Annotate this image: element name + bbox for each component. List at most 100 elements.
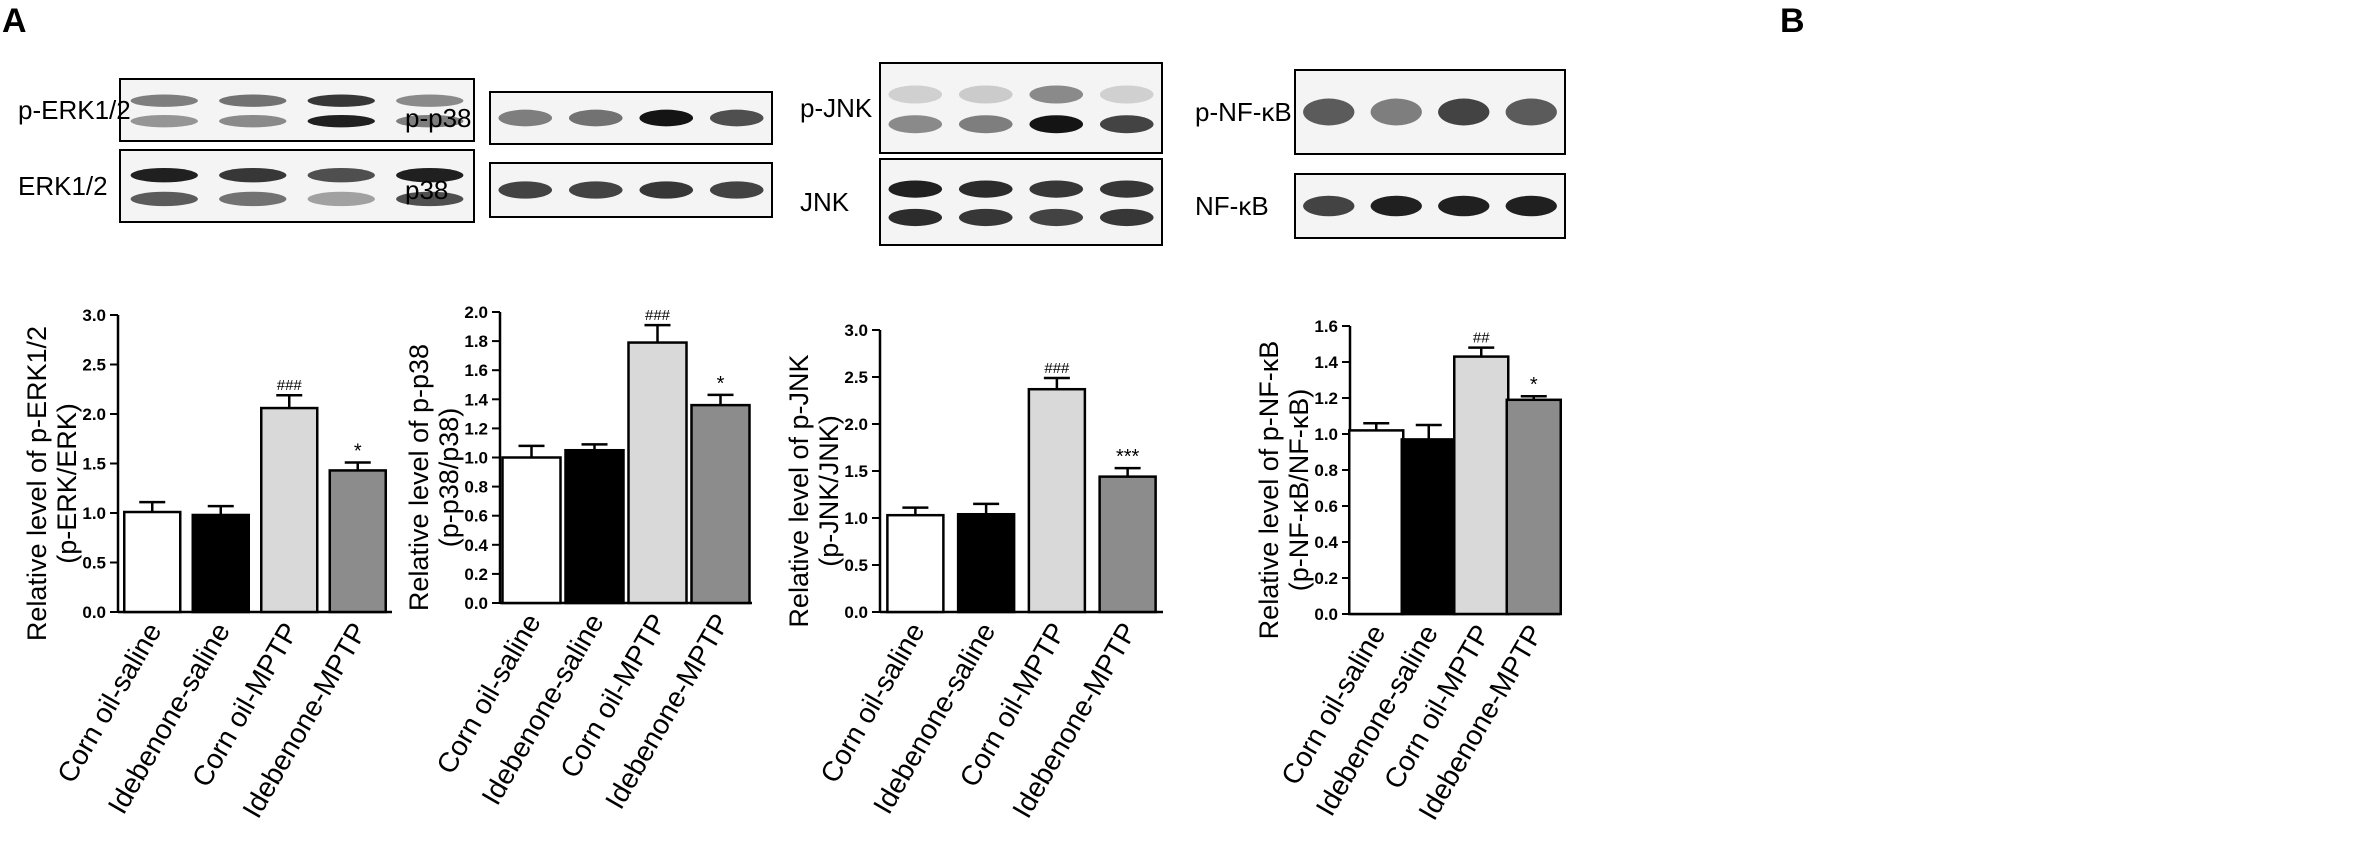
- y-tick-label: 2.5: [82, 356, 106, 375]
- blot-band: [307, 191, 375, 207]
- blot-band: [958, 180, 1013, 198]
- bar-3: [1027, 387, 1087, 614]
- blot-band: [130, 94, 198, 107]
- blot-band: [1370, 98, 1422, 126]
- blot-band: [396, 94, 464, 107]
- blot-label: p-JNK: [800, 93, 873, 123]
- bar-1: [1348, 429, 1405, 616]
- y-tick-label: 2.0: [844, 415, 868, 434]
- y-tick-label: 1.4: [1314, 353, 1338, 372]
- blot-band: [219, 94, 287, 107]
- y-tick-label: 0.6: [464, 507, 488, 526]
- y-tick-label: 0.8: [464, 478, 488, 497]
- blot-band: [888, 85, 943, 104]
- significance-mark: *: [717, 373, 725, 395]
- blot-band: [1438, 98, 1490, 126]
- significance-mark: ***: [1116, 446, 1140, 468]
- bar-1: [501, 456, 562, 605]
- y-tick-label: 1.2: [1314, 389, 1338, 408]
- y-axis-title: Relative level of p-NF-κB: [1254, 341, 1284, 640]
- blot-band: [888, 115, 943, 134]
- blot-band: [1505, 195, 1557, 217]
- y-tick-label: 1.5: [844, 462, 868, 481]
- y-tick-label: 3.0: [82, 306, 106, 325]
- y-tick-label: 0.0: [464, 594, 488, 613]
- blot-band: [396, 114, 464, 128]
- y-tick-label: 1.0: [844, 509, 868, 528]
- bar-1: [123, 510, 182, 614]
- blot-band: [568, 181, 623, 199]
- blot-label: p38: [405, 175, 448, 205]
- y-tick-label: 1.4: [464, 390, 488, 409]
- blot-band: [219, 114, 287, 128]
- bar-1: [886, 513, 945, 614]
- blot-band: [307, 114, 375, 128]
- blot-band: [888, 180, 943, 198]
- significance-mark: ###: [1044, 360, 1070, 377]
- blot-band: [1438, 195, 1490, 217]
- y-tick-label: 1.8: [464, 332, 488, 351]
- blot-label: p-p38: [405, 103, 472, 133]
- significance-mark: ###: [645, 307, 671, 324]
- bar-2: [564, 448, 625, 605]
- blot-band: [1099, 115, 1154, 134]
- y-axis-subtitle: (p-ERK/ERK): [52, 403, 82, 564]
- blot-label: NF-κB: [1195, 191, 1269, 221]
- blot-label: ERK1/2: [18, 171, 108, 201]
- blot-band: [1029, 85, 1084, 104]
- blot-band: [1370, 195, 1422, 217]
- blot-band: [396, 168, 464, 183]
- blot-band: [709, 109, 764, 127]
- blot-band: [307, 168, 375, 183]
- significance-mark: ##: [1473, 330, 1490, 347]
- blot-band: [958, 85, 1013, 104]
- y-tick-label: 0.2: [1314, 569, 1338, 588]
- y-tick-label: 2.0: [464, 303, 488, 322]
- y-tick-label: 0.5: [82, 554, 106, 573]
- bar-3: [627, 341, 688, 605]
- y-axis-title: Relative level of p-JNK: [784, 354, 814, 627]
- blot-band: [1099, 180, 1154, 198]
- blot-box: [879, 158, 1163, 246]
- charts-group: p-ERK1/2ERK1/20.00.51.01.52.02.53.0Corn …: [18, 62, 1566, 825]
- y-axis-subtitle: (p-NF-κB/NF-κB): [1284, 389, 1314, 591]
- y-tick-label: 0.0: [844, 603, 868, 622]
- y-tick-label: 0.4: [464, 536, 488, 555]
- blot-band: [130, 168, 198, 183]
- y-axis-subtitle: (p-p38/p38): [434, 408, 464, 548]
- blot-band: [1029, 115, 1084, 134]
- significance-mark: *: [1530, 374, 1538, 396]
- bar-4: [1098, 475, 1157, 614]
- y-tick-label: 0.8: [1314, 461, 1338, 480]
- blot-box: [119, 149, 475, 223]
- bar-4: [1505, 398, 1562, 616]
- blot-band: [307, 94, 375, 107]
- blot-band: [219, 191, 287, 207]
- blot-band: [219, 168, 287, 183]
- y-tick-label: 0.6: [1314, 497, 1338, 516]
- y-tick-label: 2.0: [82, 405, 106, 424]
- blot-band: [1303, 195, 1355, 217]
- bar-3: [260, 406, 319, 614]
- blot-band: [396, 191, 464, 207]
- blot-label: p-ERK1/2: [18, 95, 131, 125]
- blot-band: [709, 181, 764, 199]
- y-tick-label: 0.0: [82, 603, 106, 622]
- y-tick-label: 1.6: [1314, 317, 1338, 336]
- blot-band: [1303, 98, 1355, 126]
- blot-band: [498, 181, 553, 199]
- y-tick-label: 1.0: [1314, 425, 1338, 444]
- y-tick-label: 1.0: [464, 449, 488, 468]
- bar-4: [690, 403, 751, 605]
- y-axis-title: Relative level of p-ERK1/2: [22, 326, 52, 641]
- blot-band: [568, 109, 623, 127]
- blot-band: [888, 208, 943, 227]
- blot-band: [958, 115, 1013, 134]
- x-category-label: Idebenone-MPTP: [236, 618, 373, 824]
- blot-band: [639, 181, 694, 199]
- blot-band: [1099, 85, 1154, 104]
- x-category-label: Idebenone-saline: [102, 618, 236, 820]
- y-tick-label: 3.0: [844, 321, 868, 340]
